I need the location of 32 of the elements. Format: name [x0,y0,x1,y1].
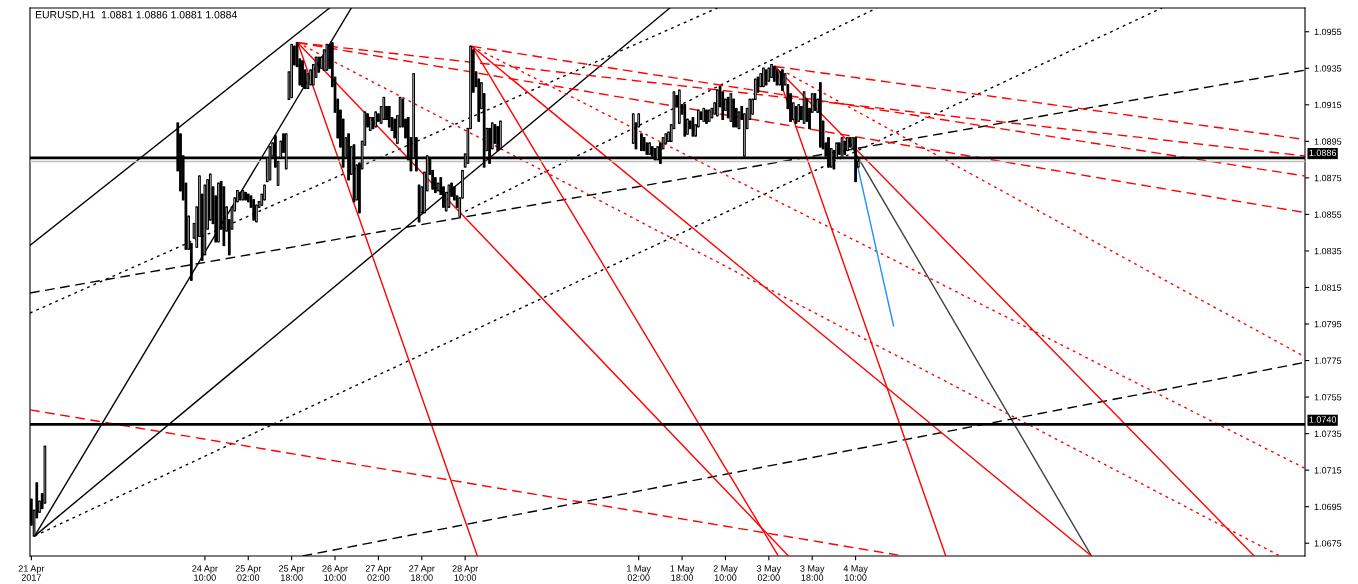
x-tick-label: 3 May 02:00 [756,565,782,581]
y-tick-label: 1.0815 [1314,284,1342,291]
y-tick-label: 1.0775 [1314,357,1342,364]
y-tick-label: 1.0875 [1314,174,1342,182]
x-tick-label: 25 Apr 18:00 [279,565,305,581]
x-tick-label: 3 May 18:00 [800,565,825,581]
y-tick-label: 1.0895 [1314,138,1342,145]
x-tick-label: 21 Apr 2017 [18,565,45,581]
x-tick-label: 25 Apr 02:00 [235,565,262,581]
ref-line-label: 1.0740 [1309,416,1337,423]
x-tick-label: 4 May 10:00 [843,565,868,581]
y-tick-label: 1.0695 [1314,503,1342,511]
y-tick-label: 1.0855 [1314,211,1342,218]
y-tick-label: 1.0955 [1314,28,1342,36]
y-tick-label: 1.0715 [1314,467,1342,474]
x-tick-label: 2 May 10:00 [713,565,738,581]
y-tick-label: 1.0935 [1314,65,1342,72]
x-tick-label: 27 Apr 18:00 [409,565,435,581]
y-tick-label: 1.0835 [1314,247,1342,255]
x-tick-label: 1 May 02:00 [627,565,651,581]
x-tick-label: 28 Apr 10:00 [452,565,479,581]
x-tick-label: 26 Apr 10:00 [322,565,348,581]
chart-title: EURUSD,H1 1.0881 1.0886 1.0881 1.0884 [35,11,237,20]
ref-line-label: 1.0886 [1309,149,1337,156]
x-tick-label: 27 Apr 02:00 [365,565,392,581]
y-tick-label: 1.0795 [1314,320,1342,328]
x-tick-label: 1 May 18:00 [670,565,695,581]
y-tick-label: 1.0755 [1314,394,1342,401]
y-tick-label: 1.0675 [1314,540,1342,547]
x-tick-label: 24 Apr 10:00 [192,565,218,581]
y-tick-label: 1.0735 [1314,430,1342,437]
y-tick-label: 1.0915 [1314,101,1342,109]
